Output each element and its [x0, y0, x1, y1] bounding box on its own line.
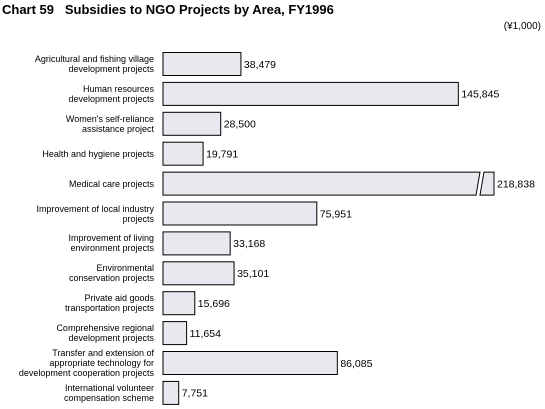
category-label: Improvement of local industry projects — [36, 203, 154, 224]
bar — [162, 201, 318, 226]
bar — [162, 231, 231, 256]
value-label: 145,845 — [461, 89, 499, 101]
category-label: Environmental conservation projects — [68, 263, 154, 284]
category-label: Women's self-reliance assistance project — [65, 113, 154, 134]
category-label: Transfer and extension of appropriate te… — [18, 348, 154, 378]
bar — [162, 351, 338, 375]
value-label: 19,791 — [206, 148, 238, 160]
category-label: Comprehensive regional development proje… — [56, 323, 154, 344]
bar — [162, 261, 235, 286]
bar — [162, 171, 481, 196]
category-label: International volunteer compensation sch… — [63, 382, 154, 403]
value-label: 35,101 — [237, 268, 269, 280]
bar — [162, 291, 196, 316]
bar — [162, 111, 222, 136]
unit-label: (¥1,000) — [503, 21, 541, 32]
value-label: 28,500 — [224, 119, 256, 131]
value-label: 33,168 — [233, 238, 265, 250]
category-label: Health and hygiene projects — [42, 148, 154, 159]
bar — [162, 81, 459, 106]
category-label: Human resources development projects — [68, 83, 154, 104]
bar — [162, 52, 242, 76]
value-label: 75,951 — [320, 208, 352, 220]
value-label: 218,838 — [497, 178, 535, 190]
bar — [162, 141, 204, 166]
category-label: Private aid goods transportation project… — [64, 293, 154, 314]
value-label: 7,751 — [182, 388, 208, 400]
value-label: 86,085 — [340, 358, 372, 370]
category-label: Medical care projects — [68, 178, 154, 189]
category-label: Agricultural and fishing village develop… — [34, 54, 154, 74]
value-label: 15,696 — [198, 298, 230, 310]
category-label: Improvement of living environment projec… — [68, 233, 154, 254]
value-label: 11,654 — [190, 328, 221, 340]
bar-break-cap — [479, 171, 495, 196]
bar — [162, 321, 188, 346]
value-label: 38,479 — [244, 59, 276, 71]
chart-title: Chart 59 Subsidies to NGO Projects by Ar… — [2, 2, 334, 17]
bar — [162, 380, 180, 405]
